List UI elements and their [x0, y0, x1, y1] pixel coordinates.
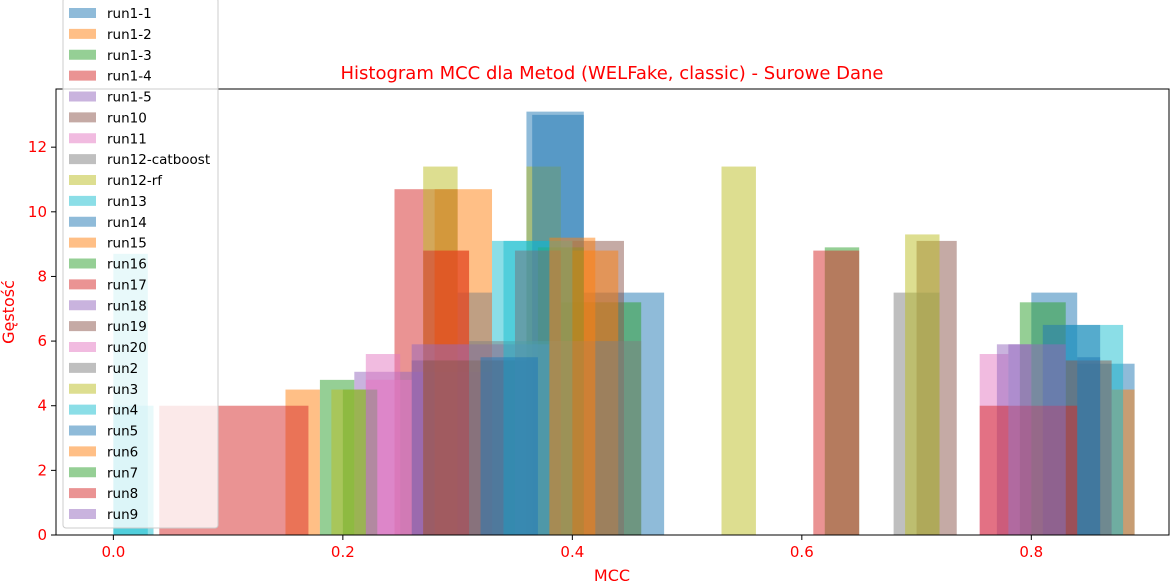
legend-swatch-run20 [69, 342, 96, 352]
legend-swatch-run1-1 [69, 8, 96, 18]
bar-run5-0 [480, 357, 538, 535]
x-tick-label: 0.4 [560, 543, 584, 561]
legend-label-run3: run3 [107, 382, 138, 398]
x-axis-label: MCC [594, 566, 630, 585]
legend-label-run17: run17 [107, 277, 147, 293]
legend-swatch-run1-2 [69, 28, 96, 39]
legend-swatch-run6 [69, 446, 96, 457]
legend-label-run2: run2 [107, 361, 138, 377]
legend-label-run14: run14 [107, 215, 147, 231]
legend-swatch-run8 [69, 488, 96, 499]
legend-swatch-run16 [69, 258, 96, 269]
legend-label-run6: run6 [107, 444, 138, 460]
legend-label-run15: run15 [107, 236, 147, 252]
plot-frame [55, 88, 1170, 536]
legend-swatch-run7 [69, 467, 96, 478]
legend-label-run12-rf: run12-rf [107, 173, 163, 189]
y-tick-label: 0 [37, 526, 47, 544]
chart-title: Histogram MCC dla Metod (WELFake, classi… [340, 63, 883, 84]
x-tick-label: 0.8 [1019, 543, 1043, 561]
legend-label-run10: run10 [107, 110, 147, 126]
x-tick-label: 0.2 [331, 543, 355, 561]
legend-label-run18: run18 [107, 298, 147, 314]
y-tick-label: 12 [28, 138, 47, 156]
legend-label-run1-2: run1-2 [107, 27, 152, 43]
bar-run12-rf-2 [721, 166, 756, 535]
y-tick-label: 6 [37, 332, 47, 350]
legend-swatch-run2 [69, 362, 96, 373]
legend-label-run9: run9 [107, 507, 138, 523]
legend-label-run1-5: run1-5 [107, 90, 152, 106]
legend-label-run1-1: run1-1 [107, 6, 152, 22]
legend-swatch-run18 [69, 300, 96, 311]
legend-swatch-run19 [69, 321, 96, 332]
y-tick-label: 2 [37, 461, 47, 479]
x-axis-ticks: 0.0 0.2 0.4 0.6 0.8 [101, 535, 1043, 561]
legend-label-run16: run16 [107, 257, 147, 273]
y-tick-label: 10 [28, 203, 47, 221]
histogram-bars [113, 111, 1135, 536]
legend-swatch-run12-rf [69, 175, 96, 185]
legend-label-run12-catboost: run12-catboost [107, 152, 210, 168]
legend-frame [62, 0, 219, 529]
legend-swatch-run3 [69, 383, 96, 394]
bar-run3-1 [905, 234, 940, 535]
y-axis-label: Gęstość [0, 280, 18, 344]
bar-run3-0 [331, 389, 366, 535]
y-tick-label: 4 [37, 397, 47, 415]
legend-label-run1-4: run1-4 [107, 69, 152, 85]
bar-run9-0 [1008, 344, 1066, 535]
legend-swatch-run1-5 [69, 91, 96, 102]
legend-swatch-run17 [69, 279, 96, 290]
legend-label-run4: run4 [107, 403, 138, 419]
legend-label-run11: run11 [107, 131, 147, 147]
x-tick-label: 0.6 [790, 543, 814, 561]
legend-swatch-run1-4 [69, 70, 96, 81]
bar-run20-0 [365, 379, 412, 535]
legend-swatch-run5 [69, 425, 96, 436]
x-tick-label: 0.0 [101, 543, 125, 561]
legend-label-run7: run7 [107, 465, 138, 481]
bar-run6-0 [549, 237, 596, 535]
y-axis-ticks: 0 2 4 6 8 10 12 [28, 138, 56, 544]
legend-label-run1-3: run1-3 [107, 48, 152, 64]
legend-label-run20: run20 [107, 340, 147, 356]
bar-run17-2 [813, 250, 860, 535]
legend-swatch-run10 [69, 112, 96, 123]
legend-label-run8: run8 [107, 486, 138, 502]
bar-run5-1 [1077, 357, 1101, 535]
legend-swatch-run4 [69, 404, 96, 415]
legend: run1-1 run1-2 run1-3 run1-4 run1-5 run10 run11… [62, 0, 219, 529]
legend-label-run13: run13 [107, 194, 147, 210]
legend-swatch-run11 [69, 133, 96, 144]
legend-swatch-run12-catboost [69, 154, 96, 165]
legend-swatch-run15 [69, 237, 96, 248]
legend-label-run5: run5 [107, 424, 138, 440]
legend-swatch-run9 [69, 509, 96, 519]
legend-swatch-run1-3 [69, 49, 96, 60]
legend-swatch-run14 [69, 216, 96, 227]
y-tick-label: 8 [37, 267, 47, 285]
legend-label-run19: run19 [107, 319, 147, 335]
legend-swatch-run13 [69, 195, 96, 206]
